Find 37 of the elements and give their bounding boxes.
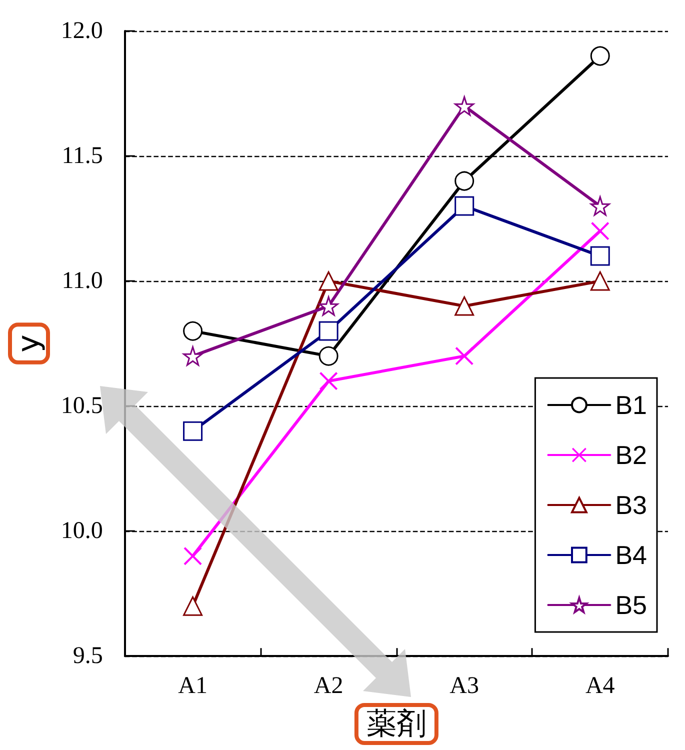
point (591, 222, 610, 240)
point (183, 321, 203, 341)
x-axis-title: 薬剤 (366, 706, 426, 742)
point (318, 271, 338, 291)
point (454, 196, 474, 216)
legend-label: B2 (615, 440, 648, 470)
legend-label: B4 (615, 540, 648, 570)
legend-label: B5 (615, 590, 648, 620)
y-tick-label: 10.5 (60, 393, 103, 420)
x-tick-label: A4 (585, 673, 615, 700)
point (183, 421, 203, 441)
y-tick-label: 11.5 (62, 143, 103, 170)
y-tick-label: 9.5 (72, 643, 103, 670)
point (318, 346, 338, 366)
point (590, 271, 610, 291)
point (318, 296, 338, 316)
point (320, 372, 338, 390)
legend-label: B3 (615, 490, 648, 520)
point (590, 196, 610, 216)
point (455, 347, 474, 366)
point (454, 96, 474, 116)
point (184, 547, 202, 566)
point (590, 46, 610, 66)
point (318, 321, 338, 341)
y-axis-title: y (12, 334, 46, 352)
y-tick-label: 10.0 (60, 518, 103, 544)
x-tick-label: A1 (178, 673, 208, 700)
y-tick-label: 12.0 (60, 18, 103, 44)
point (454, 296, 474, 316)
x-tick-label: A3 (450, 673, 480, 700)
point (454, 171, 474, 191)
point (590, 246, 610, 266)
point (183, 596, 203, 616)
x-tick-label: A2 (314, 673, 344, 700)
point (183, 346, 203, 366)
legend-label: B1 (615, 390, 648, 420)
y-tick-label: 11.0 (62, 268, 103, 294)
